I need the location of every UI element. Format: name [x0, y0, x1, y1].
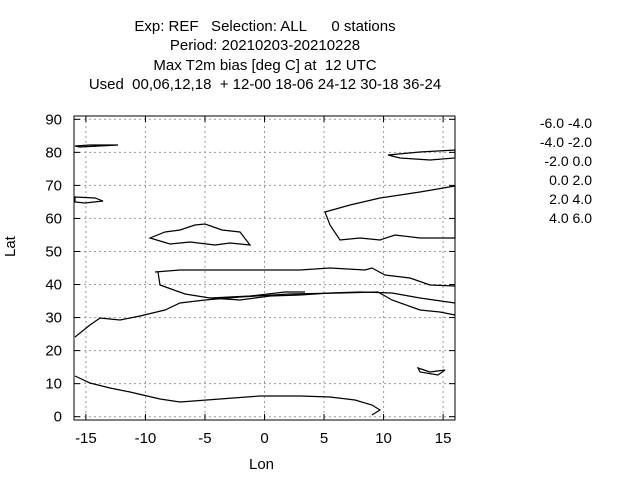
coastline-svalbard [387, 149, 456, 161]
plot-frame [73, 115, 456, 421]
coastline-iceland [74, 196, 104, 204]
title-line-2: Period: 20210203-20210228 [169, 37, 361, 54]
x-tick-label: -5 [198, 430, 211, 447]
coastline-british-isles [148, 223, 252, 246]
y-tick-label: 20 [45, 343, 62, 360]
y-axis-label: Lat [2, 236, 19, 257]
y-tick-label: 30 [45, 310, 62, 327]
grid-lines [74, 116, 455, 420]
legend-label: 2.0 4.0 [549, 191, 592, 207]
y-tick-label: 10 [45, 376, 62, 393]
y-tick-label: 90 [45, 111, 62, 128]
legend-label: -6.0 -4.0 [539, 115, 592, 131]
x-tick-label: 15 [435, 430, 452, 447]
coastline-greenland [74, 144, 119, 148]
x-axis-label: Lon [249, 456, 275, 473]
legend-label: 4.0 6.0 [549, 210, 592, 226]
title-line-4: Used 00,06,12,18 + 12-00 18-06 24-12 30-… [88, 76, 442, 93]
coastline-europe [154, 267, 456, 287]
y-tick-label: 40 [45, 277, 62, 294]
legend-entry: -2.0 0.0 [480, 153, 630, 171]
legend-label: -4.0 -2.0 [539, 134, 592, 150]
coastline-arabia [416, 366, 446, 376]
legend-entry: 2.0 4.0 [480, 191, 630, 209]
legend-entry: -4.0 -2.0 [480, 134, 630, 152]
y-tick-label: 80 [45, 144, 62, 161]
plot-border [73, 115, 456, 421]
coastline-west-africa [74, 375, 382, 416]
coastline-scandinavia [324, 185, 456, 241]
y-tick-labels: 0 10 20 30 40 50 60 70 80 90 [45, 111, 62, 425]
y-tick-label: 60 [45, 210, 62, 227]
y-tick-label: 70 [45, 177, 62, 194]
x-tick-labels: -15 -10 -5 0 5 10 15 [75, 430, 451, 447]
coastline-africa [74, 291, 456, 338]
y-tick-label: 0 [54, 409, 62, 426]
x-tick-label: -15 [75, 430, 97, 447]
title-line-1: Exp: REF Selection: ALL 0 stations [134, 18, 396, 35]
x-tick-label: 0 [260, 430, 268, 447]
legend-label: 0.0 2.0 [549, 172, 592, 188]
x-tick-label: 5 [320, 430, 328, 447]
legend-entry: -6.0 -4.0 [480, 115, 630, 133]
legend-entry: 4.0 6.0 [480, 210, 630, 228]
legend-entry: 0.0 2.0 [480, 172, 630, 190]
y-tick-label: 50 [45, 243, 62, 260]
x-tick-label: -10 [135, 430, 157, 447]
x-tick-label: 10 [375, 430, 392, 447]
title-line-3: Max T2m bias [deg C] at 12 UTC [153, 57, 377, 74]
legend-label: -2.0 0.0 [544, 153, 592, 169]
